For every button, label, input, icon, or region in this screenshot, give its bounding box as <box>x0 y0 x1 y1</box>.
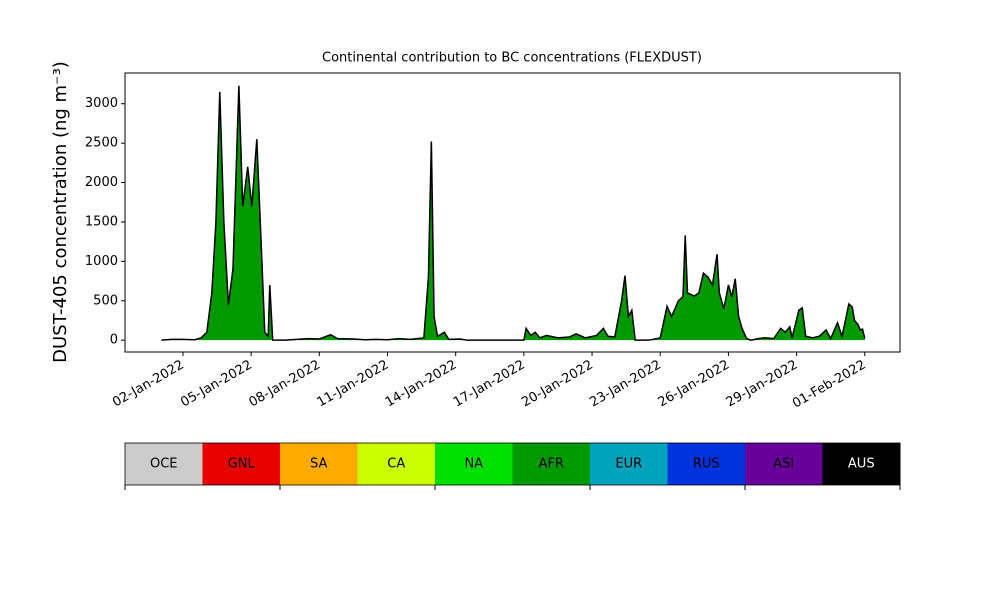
colorbar-label: AUS <box>848 457 875 472</box>
colorbar-cell <box>435 443 513 485</box>
colorbar-cell <box>202 443 281 485</box>
colorbar-label: GNL <box>228 457 256 472</box>
colorbar-label: OCE <box>150 457 178 472</box>
colorbar-label: SA <box>310 457 327 472</box>
x-tick-label: 08-Jan-2022 <box>246 358 323 411</box>
area-outline <box>161 85 866 341</box>
y-axis-label: DUST-405 concentration (ng m⁻³) <box>50 61 71 363</box>
area <box>161 85 865 341</box>
x-tick-label: 01-Feb-2022 <box>790 358 869 412</box>
x-tick-label: 20-Jan-2022 <box>519 358 596 411</box>
colorbar-cell <box>745 443 823 485</box>
y-tick-label: 0 <box>110 333 118 348</box>
colorbar-label: RUS <box>693 457 720 472</box>
x-tick-label: 14-Jan-2022 <box>383 358 460 411</box>
plot-frame <box>124 72 901 353</box>
colorbar-cell <box>357 443 436 485</box>
y-tick-label: 3000 <box>85 96 118 111</box>
colorbar-cell <box>590 443 668 485</box>
x-tick-label: 17-Jan-2022 <box>451 358 528 411</box>
colorbar-cell <box>280 443 358 485</box>
y-tick-label: 2500 <box>85 136 118 151</box>
x-tick-label: 26-Jan-2022 <box>656 358 733 411</box>
colorbar-cell <box>125 443 203 485</box>
colorbar-label: EUR <box>615 457 642 472</box>
y-tick-label: 500 <box>93 293 118 308</box>
colorbar-frame <box>124 442 901 486</box>
colorbar-label: CA <box>387 457 405 472</box>
colorbar-label: AFR <box>539 457 564 472</box>
y-tick-label: 1000 <box>85 254 118 269</box>
colorbar-label: ASI <box>773 457 794 472</box>
x-tick-label: 29-Jan-2022 <box>724 358 801 411</box>
x-tick-label: 02-Jan-2022 <box>110 358 187 411</box>
colorbar-cell <box>512 443 591 485</box>
colorbar-cell <box>667 443 746 485</box>
x-tick-label: 23-Jan-2022 <box>587 358 664 411</box>
y-tick-label: 2000 <box>85 175 118 190</box>
x-tick-label: 11-Jan-2022 <box>315 358 392 411</box>
chart-title: Continental contribution to BC concentra… <box>322 51 702 66</box>
colorbar-label: NA <box>464 457 483 472</box>
y-tick-label: 1500 <box>85 214 118 229</box>
x-tick-label: 05-Jan-2022 <box>178 358 255 411</box>
colorbar-cell <box>822 443 901 485</box>
